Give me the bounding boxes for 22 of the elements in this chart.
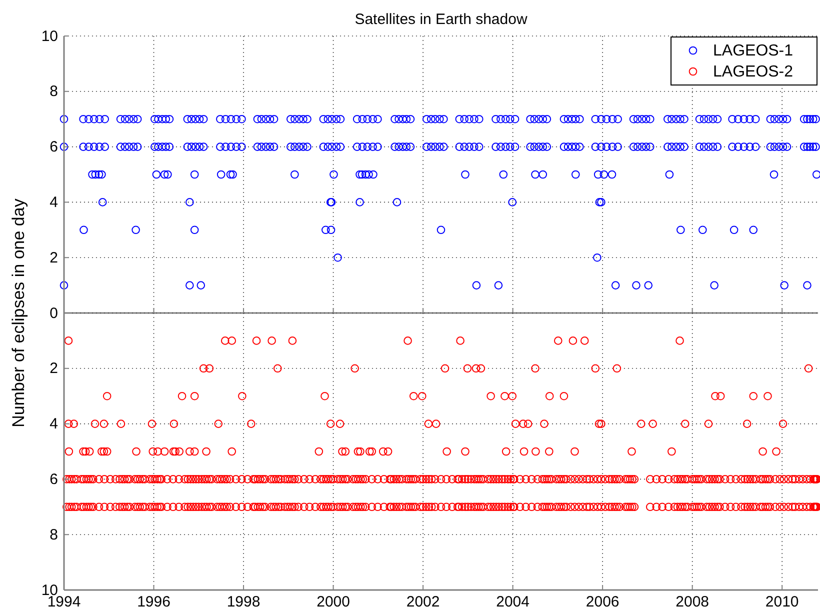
y-tick-label: 4 [50, 194, 58, 211]
y-tick-label: 6 [50, 138, 58, 156]
legend-label: LAGEOS-2 [713, 64, 794, 80]
x-tick-label: 2000 [316, 594, 350, 611]
x-tick-label: 2010 [765, 594, 799, 611]
y-axis-title: Number of eclipses in one day [9, 198, 28, 428]
y-tick-label: 2 [50, 360, 58, 378]
y-tick-label: 4 [50, 416, 58, 433]
legend-label: LAGEOS-1 [713, 42, 794, 60]
x-tick-label: 2006 [586, 594, 620, 611]
x-tick-label: 2004 [496, 594, 530, 611]
y-tick-label: 8 [50, 83, 58, 100]
x-tick-label: 1998 [226, 594, 260, 611]
y-tick-label: 10 [41, 28, 58, 45]
x-tick-label: 1996 [137, 594, 170, 611]
chart-title: Satellites in Earth shadow [354, 11, 528, 28]
y-tick-label: 6 [50, 471, 58, 488]
y-tick-label: 0 [50, 304, 58, 322]
x-tick-label: 2008 [676, 594, 710, 611]
x-tick-label: 2002 [406, 594, 440, 611]
y-tick-label: 8 [50, 526, 58, 544]
y-tick-label: 2 [50, 249, 58, 266]
